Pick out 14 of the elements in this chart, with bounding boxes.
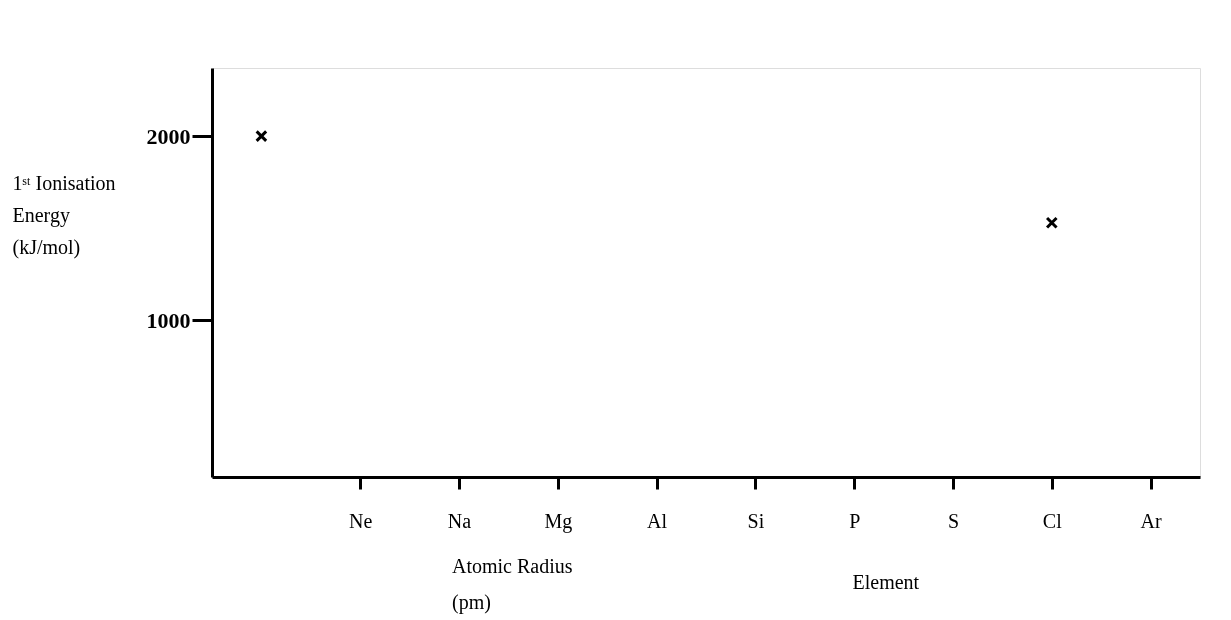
x-tick-label: Na [447,509,472,532]
x-tick-label: Ne [349,509,373,532]
text: Atomic Radius (pm) [452,555,573,614]
x-tick-label: Si [747,509,765,532]
x-tick-label: S [947,509,960,532]
x-tick-label: Al [647,509,668,532]
y-axis-title: 1ˢᵗ Ionisation Energy (kJ/mol) [12,171,116,259]
y-tick-label: 2000 [146,123,191,149]
x-axis-title: Element [852,570,920,593]
x-tick-label: Ar [1140,509,1162,532]
y-tick-label: 1000 [146,307,191,333]
x-tick-label: P [849,509,861,532]
x-tick-label: Mg [544,509,573,533]
x-tick-label: Cl [1042,509,1063,532]
